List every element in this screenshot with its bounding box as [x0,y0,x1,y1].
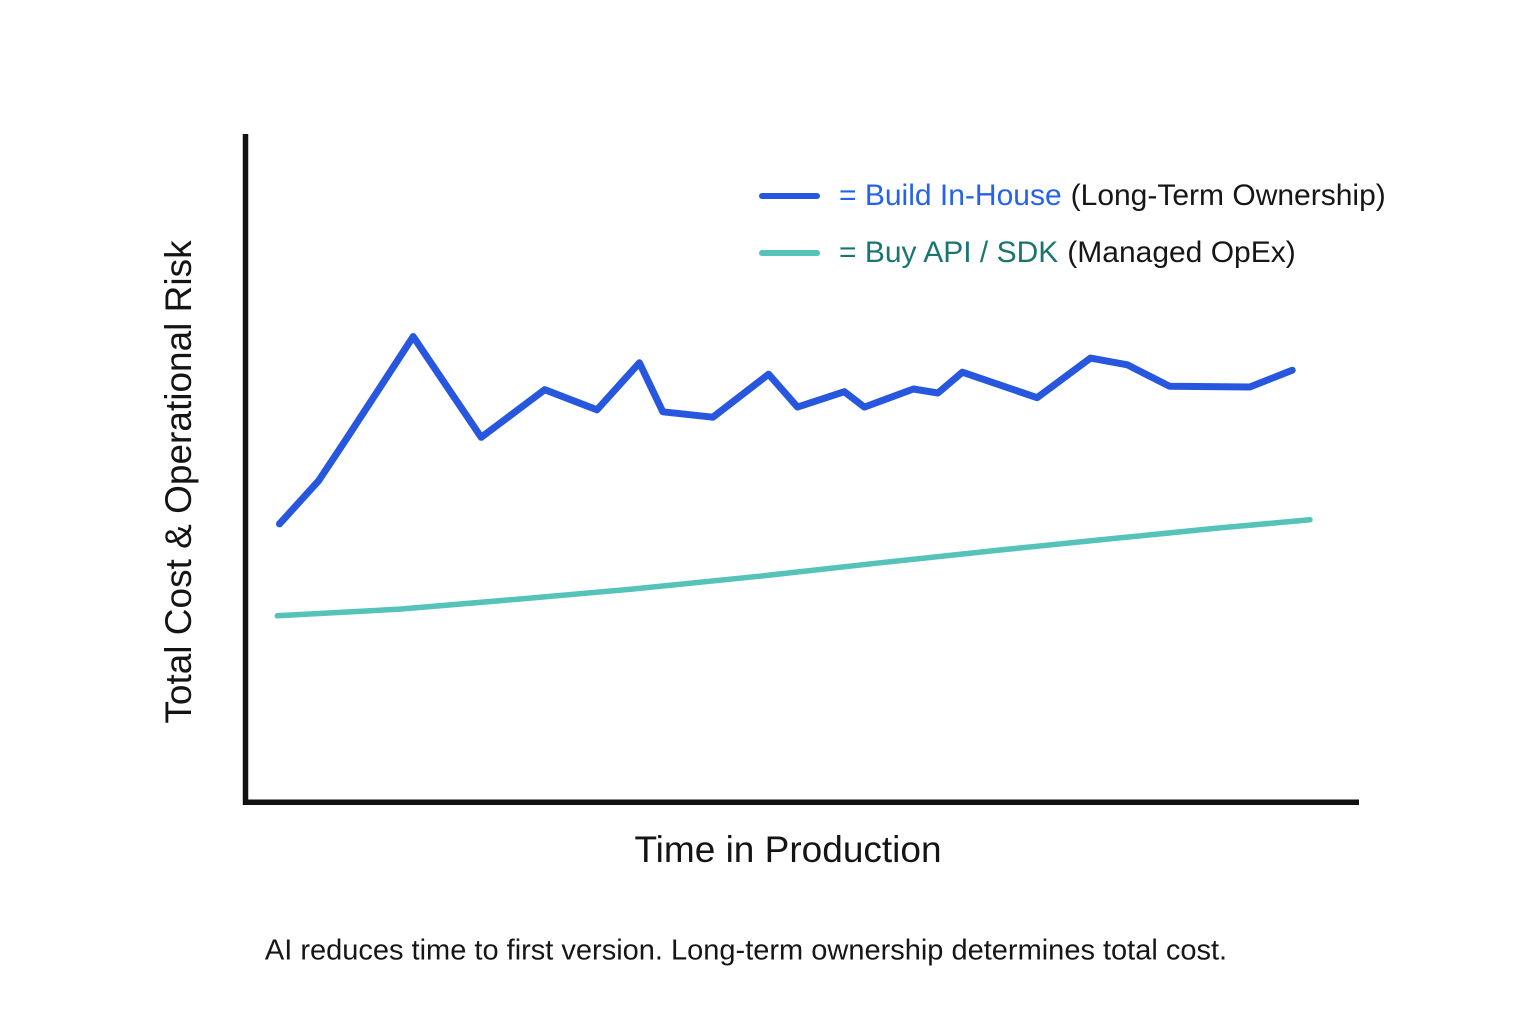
legend-qualifier-buy-api-sdk: (Managed OpEx) [1067,236,1296,269]
build-in-house-line [276,333,1296,528]
teal-line-swatch-icon [759,250,820,256]
axes [242,134,1359,805]
x-axis-label: Time in Production [634,829,942,870]
legend-qualifier-build-in-house: (Long-Term Ownership) [1070,179,1386,212]
legend-label-buy-api-sdk: = Buy API / SDK [839,236,1059,269]
buy-api-sdk-line [274,517,1313,619]
y-axis-label: Total Cost & Operational Risk [158,240,199,724]
legend-item-build-in-house: = Build In-House (Long-Term Ownership) [759,177,1386,215]
legend-label-build-in-house: = Build In-House [839,179,1062,212]
legend: = Build In-House (Long-Term Ownership) =… [759,177,1386,272]
blue-line-swatch-icon [759,193,820,199]
legend-item-buy-api-sdk: = Buy API / SDK (Managed OpEx) [759,234,1386,272]
caption-text: AI reduces time to first version. Long-t… [264,934,1228,967]
